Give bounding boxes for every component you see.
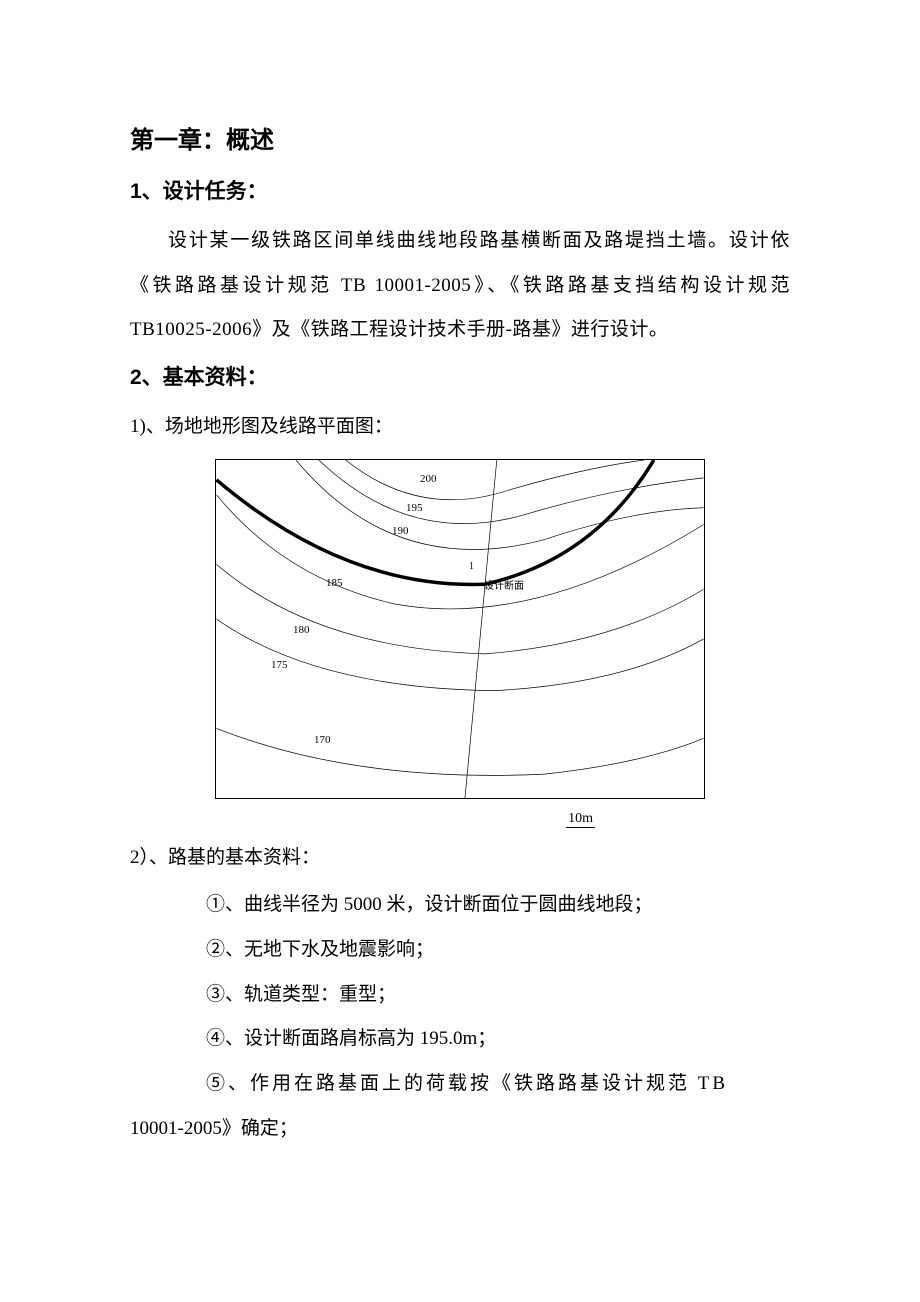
contour-175: [216, 619, 703, 691]
section-2-title: 2、基本资料：: [130, 361, 790, 391]
contour-170: [216, 728, 703, 775]
marker-1: 1: [469, 561, 474, 572]
list-item-1: ①、曲线半径为 5000 米，设计断面位于圆曲线地段；: [130, 883, 790, 928]
contour-label-175: 175: [271, 659, 288, 671]
sub-item-2: 2）、路基的基本资料：: [130, 836, 790, 880]
contour-label-170: 170: [314, 734, 331, 746]
contour-label-195: 195: [406, 502, 423, 514]
chapter-title: 第一章：概述: [130, 120, 790, 155]
sub-item-1: 1)、场地地形图及线路平面图：: [130, 405, 790, 449]
scale-wrap: 10m: [215, 809, 705, 828]
design-section-label: 设计断面: [484, 577, 524, 592]
design-task-para: 设计某一级铁路区间单线曲线地段路基横断面及路堤挡土墙。设计依《铁路路基设计规范 …: [130, 219, 790, 353]
terrain-diagram: 200 195 190 185 180 175 170 1 设计断面 10m: [215, 459, 705, 828]
list-item-4: ④、设计断面路肩标高为 195.0m；: [130, 1017, 790, 1062]
section-1-title: 1、设计任务：: [130, 175, 790, 205]
list-item-5-line1: ⑤、作用在路基面上的荷载按《铁路路基设计规范 TB: [130, 1062, 790, 1107]
list-item-3: ③、轨道类型：重型；: [130, 973, 790, 1018]
section-line: [465, 460, 497, 798]
contour-label-185: 185: [326, 577, 343, 589]
diagram-box: 200 195 190 185 180 175 170 1 设计断面: [215, 459, 705, 799]
contour-label-180: 180: [293, 624, 310, 636]
contour-190: [296, 460, 704, 549]
diagram-svg: [216, 460, 704, 798]
list-item-5-line2: 10001-2005》确定；: [130, 1107, 790, 1152]
list-item-2: ②、无地下水及地震影响；: [130, 928, 790, 973]
scale-label: 10m: [566, 811, 595, 828]
contour-185: [216, 494, 703, 608]
contour-label-190: 190: [392, 525, 409, 537]
contour-label-200: 200: [420, 473, 437, 485]
